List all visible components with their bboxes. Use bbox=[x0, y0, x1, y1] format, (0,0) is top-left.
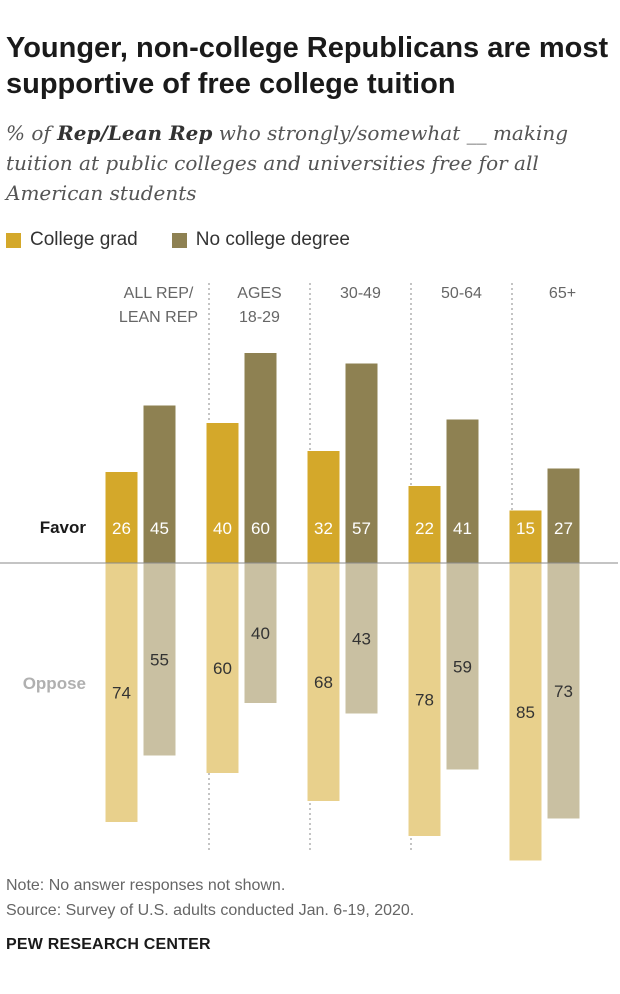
bar-oppose bbox=[509, 563, 542, 861]
data-label-favor: 45 bbox=[150, 519, 169, 538]
legend: College grad No college degree bbox=[6, 227, 384, 253]
legend-item-college-grad: College grad bbox=[6, 229, 138, 251]
chart: Favor Oppose ALL REP/LEAN REP 26 74 45 55 AGES 1… bbox=[0, 283, 618, 861]
data-label-oppose: 60 bbox=[213, 659, 232, 678]
legend-swatch-no-college bbox=[171, 232, 187, 248]
data-label-oppose: 74 bbox=[112, 684, 131, 703]
data-label-oppose: 43 bbox=[352, 629, 371, 648]
data-label-oppose: 85 bbox=[516, 703, 535, 722]
bar-oppose bbox=[345, 563, 378, 714]
bar-favor bbox=[105, 472, 138, 563]
data-label-favor: 27 bbox=[554, 519, 573, 538]
legend-label-college-grad: College grad bbox=[30, 229, 138, 250]
bar-oppose bbox=[547, 563, 580, 819]
brand-logo-text: PEW RESEARCH CENTER bbox=[6, 936, 211, 953]
group-label: LEAN REP bbox=[119, 309, 198, 326]
data-label-oppose: 59 bbox=[453, 657, 472, 676]
data-label-favor: 32 bbox=[314, 519, 333, 538]
bar-favor bbox=[206, 423, 239, 563]
legend-swatch-college-grad bbox=[6, 232, 21, 248]
data-label-favor: 26 bbox=[112, 519, 131, 538]
bar-oppose bbox=[105, 563, 138, 822]
bar-favor bbox=[509, 510, 542, 563]
row-label-oppose: Oppose bbox=[23, 674, 86, 693]
bar-oppose bbox=[143, 563, 176, 756]
notes: Note: No answer responses not shown. Sou… bbox=[6, 873, 414, 923]
group-label: 50-64 bbox=[441, 285, 482, 302]
data-label-favor: 57 bbox=[352, 519, 371, 538]
data-label-favor: 15 bbox=[516, 519, 535, 538]
bar-favor bbox=[408, 486, 441, 563]
data-label-oppose: 40 bbox=[251, 624, 270, 643]
bar-favor bbox=[143, 405, 176, 563]
data-label-favor: 60 bbox=[251, 519, 270, 538]
bar-favor bbox=[345, 363, 378, 563]
data-label-oppose: 68 bbox=[314, 673, 333, 692]
note-text: Note: No answer responses not shown. bbox=[6, 877, 286, 894]
group-label: AGES bbox=[237, 285, 281, 302]
bar-oppose bbox=[244, 563, 277, 703]
data-label-oppose: 78 bbox=[415, 691, 434, 710]
data-label-favor: 22 bbox=[415, 519, 434, 538]
legend-label-no-college: No college degree bbox=[195, 229, 350, 250]
bar-oppose bbox=[307, 563, 340, 801]
bar-favor bbox=[547, 468, 580, 563]
row-label-favor: Favor bbox=[40, 518, 87, 537]
data-label-oppose: 73 bbox=[554, 682, 573, 701]
bar-favor bbox=[446, 419, 479, 563]
group-label: ALL REP/ bbox=[124, 285, 194, 302]
subtitle-suffix: who strongly/somewhat __ making tuition … bbox=[6, 121, 569, 205]
bar-oppose bbox=[446, 563, 479, 770]
group-label: 18-29 bbox=[239, 309, 280, 326]
bar-oppose bbox=[206, 563, 239, 773]
legend-item-no-college: No college degree bbox=[171, 229, 350, 251]
data-label-favor: 40 bbox=[213, 519, 232, 538]
group-label: 30-49 bbox=[340, 285, 381, 302]
bar-oppose bbox=[408, 563, 441, 836]
subtitle-prefix: % of bbox=[6, 121, 58, 145]
data-label-favor: 41 bbox=[453, 519, 472, 538]
source-text: Source: Survey of U.S. adults conducted … bbox=[6, 902, 415, 919]
chart-title: Younger, non-college Republicans are mos… bbox=[6, 32, 609, 100]
bar-favor bbox=[307, 451, 340, 563]
chart-subtitle: % of Rep/Lean Rep who strongly/somewhat … bbox=[6, 118, 618, 208]
group-label: 65+ bbox=[549, 285, 576, 302]
bar-favor bbox=[244, 353, 277, 563]
subtitle-bold: Rep/Lean Rep bbox=[57, 121, 213, 145]
data-label-oppose: 55 bbox=[150, 650, 169, 669]
